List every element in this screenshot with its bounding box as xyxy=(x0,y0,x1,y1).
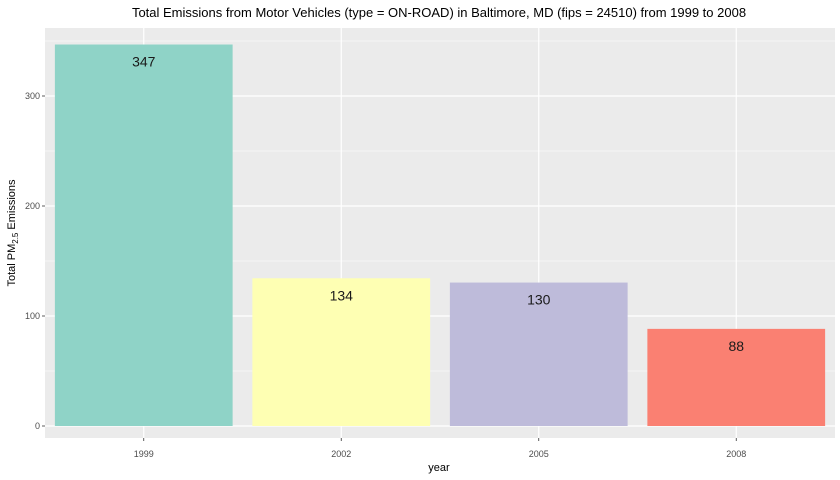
y-tick-label: 0 xyxy=(35,421,40,431)
data-label-1999: 347 xyxy=(132,54,156,70)
data-label-2008: 88 xyxy=(728,338,744,354)
data-label-2002: 134 xyxy=(330,287,354,303)
y-axis-title-suffix: Emissions xyxy=(6,179,18,233)
x-axis-ticks: 1999 2002 2005 2008 xyxy=(134,438,746,459)
y-axis-title-subscript: 2.5 xyxy=(11,232,20,244)
x-axis-title: year xyxy=(428,462,450,474)
chart-title: Total Emissions from Motor Vehicles (typ… xyxy=(132,5,746,20)
bar-2002 xyxy=(252,278,431,426)
x-tick-label: 2005 xyxy=(529,449,549,459)
data-labels: 347 134 130 88 xyxy=(132,54,744,354)
bar-2005 xyxy=(449,282,628,426)
y-axis-title: Total PM2.5 Emissions xyxy=(6,179,20,287)
y-axis-title-prefix: Total PM xyxy=(6,244,18,287)
x-tick-label: 2002 xyxy=(331,449,351,459)
data-label-2005: 130 xyxy=(527,292,551,308)
y-axis-ticks: 0 100 200 300 xyxy=(25,91,45,431)
y-tick-label: 300 xyxy=(25,91,40,101)
x-tick-label: 1999 xyxy=(134,449,154,459)
bar-1999 xyxy=(54,44,233,427)
bar-2008 xyxy=(647,328,826,426)
y-tick-label: 200 xyxy=(25,201,40,211)
x-tick-label: 2008 xyxy=(726,449,746,459)
bars xyxy=(54,44,826,427)
y-tick-label: 100 xyxy=(25,311,40,321)
